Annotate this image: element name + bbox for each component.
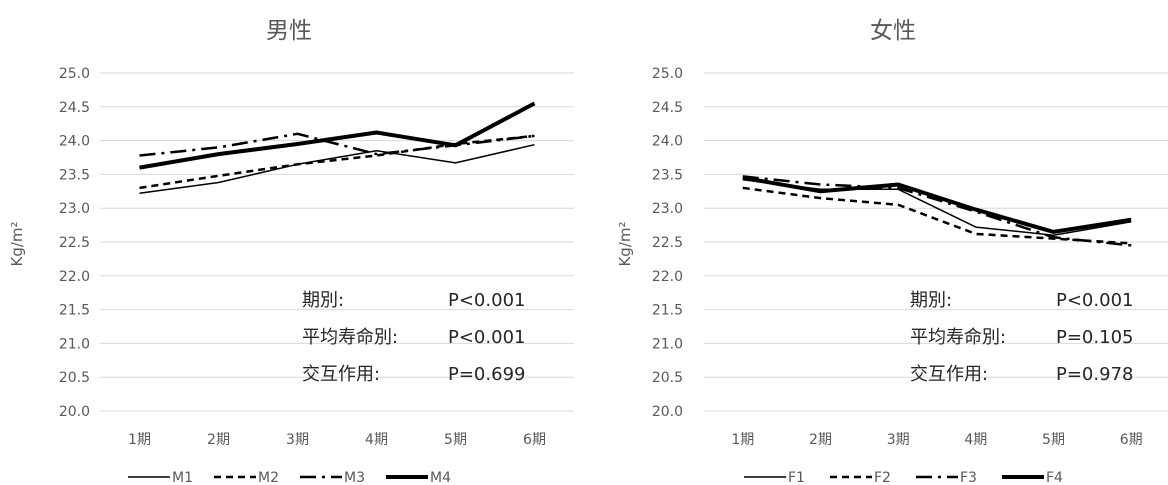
- legend-entry: F1: [788, 470, 805, 485]
- y-tick-label: 24.0: [652, 134, 683, 150]
- y-tick-label: 20.0: [652, 404, 683, 420]
- annotation-label: 期別:: [910, 290, 952, 311]
- x-tick-label: 6期: [523, 432, 546, 448]
- annotation-value: P=0.105: [1056, 327, 1133, 348]
- annotation-value: P<0.001: [448, 327, 525, 348]
- chart-title: 男性: [266, 18, 312, 44]
- annotation-label: 平均寿命別:: [302, 327, 398, 348]
- series-line-f4: [742, 175, 1132, 234]
- y-tick-label: 21.5: [652, 303, 683, 319]
- series-line-m2: [139, 134, 535, 190]
- series-line-f2: [742, 186, 1132, 245]
- annotation-value: P=0.699: [448, 364, 525, 385]
- series-line-m1: [139, 143, 535, 195]
- x-tick-label: 4期: [365, 432, 388, 448]
- x-tick-label: 1期: [731, 432, 754, 448]
- x-tick-label: 4期: [964, 432, 987, 448]
- x-tick-label: 2期: [207, 432, 230, 448]
- annotation-label: 平均寿命別:: [910, 327, 1006, 348]
- x-tick-label: 6期: [1120, 432, 1143, 448]
- annotation-label: 期別:: [302, 290, 344, 311]
- annotation-value: P<0.001: [1056, 290, 1133, 311]
- legend-entry: M1: [172, 470, 193, 485]
- y-tick-label: 24.0: [59, 134, 90, 150]
- y-tick-label: 24.5: [652, 100, 683, 116]
- annotation-label: 交互作用:: [910, 364, 988, 385]
- series-line-f3: [742, 175, 1132, 247]
- annotation-value: P=0.978: [1056, 364, 1133, 385]
- y-axis-label: Kg/m²: [8, 221, 26, 266]
- annotation-value: P<0.001: [448, 290, 525, 311]
- x-tick-label: 3期: [286, 432, 309, 448]
- y-tick-label: 21.5: [59, 303, 90, 319]
- legend-entry: F4: [1046, 470, 1063, 485]
- x-tick-label: 5期: [444, 432, 467, 448]
- y-tick-label: 23.0: [59, 201, 90, 217]
- chart-panel-0: 男性 Kg/m² 25.0 24.5 24.0 23.5 23.0 22.5 22.0 21.5 2…: [8, 18, 574, 485]
- legend-entry: M4: [430, 470, 451, 485]
- legend-entry: F3: [960, 470, 977, 485]
- series-line-m4: [139, 101, 536, 170]
- y-tick-label: 20.0: [59, 404, 90, 420]
- y-tick-label: 21.0: [59, 336, 90, 352]
- x-tick-label: 3期: [887, 432, 910, 448]
- legend-entry: F2: [874, 470, 891, 485]
- x-tick-label: 2期: [809, 432, 832, 448]
- y-tick-label: 23.5: [652, 167, 683, 183]
- y-tick-label: 24.5: [59, 100, 90, 116]
- chart-panel-1: 女性 Kg/m² 25.0 24.5 24.0 23.5 23.0 22.5 22.0 21.5 2…: [616, 18, 1168, 485]
- y-tick-label: 22.5: [59, 235, 90, 251]
- legend-entry: M3: [344, 470, 365, 485]
- chart-title: 女性: [870, 18, 916, 44]
- y-tick-label: 20.5: [59, 370, 90, 386]
- x-tick-label: 5期: [1042, 432, 1065, 448]
- x-tick-label: 1期: [128, 432, 151, 448]
- y-tick-label: 25.0: [652, 66, 683, 82]
- y-tick-label: 23.0: [652, 201, 683, 217]
- y-tick-label: 22.0: [59, 269, 90, 285]
- y-tick-label: 21.0: [652, 336, 683, 352]
- y-tick-label: 25.0: [59, 66, 90, 82]
- y-tick-label: 22.0: [652, 269, 683, 285]
- legend-entry: M2: [258, 470, 279, 485]
- y-tick-label: 22.5: [652, 235, 683, 251]
- y-axis-label: Kg/m²: [616, 221, 634, 266]
- series-line-m3: [139, 132, 535, 157]
- annotation-label: 交互作用:: [302, 364, 380, 385]
- y-tick-label: 20.5: [652, 370, 683, 386]
- y-tick-label: 23.5: [59, 167, 90, 183]
